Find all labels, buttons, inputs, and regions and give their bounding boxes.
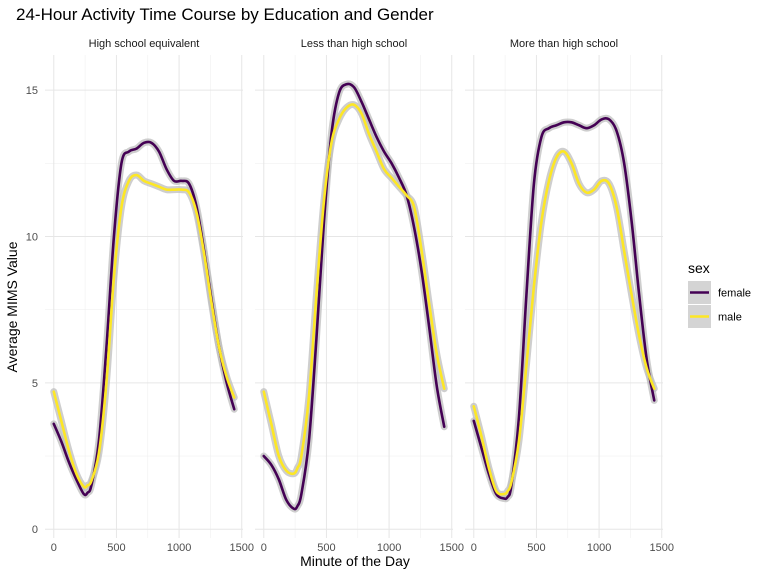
legend-label-female: female bbox=[718, 288, 751, 300]
confidence-band-female bbox=[260, 80, 448, 513]
series-line-male bbox=[262, 103, 446, 476]
major-gridlines bbox=[255, 55, 453, 538]
minor-gridlines bbox=[465, 55, 663, 538]
chart-title: 24-Hour Activity Time Course by Educatio… bbox=[16, 5, 434, 24]
facet-strip-label: More than high school bbox=[510, 38, 618, 50]
x-tick-label: 0 bbox=[51, 542, 57, 554]
x-tick-label: 500 bbox=[527, 542, 545, 554]
y-tick-label: 15 bbox=[26, 85, 38, 97]
series-line-male bbox=[52, 173, 236, 489]
minor-gridlines bbox=[255, 55, 453, 538]
x-tick-label: 1000 bbox=[377, 542, 401, 554]
x-tick-label: 1500 bbox=[650, 542, 674, 554]
y-tick-label: 5 bbox=[32, 378, 38, 390]
major-gridlines bbox=[45, 55, 243, 538]
series-line-female bbox=[52, 140, 236, 497]
legend-title: sex bbox=[688, 260, 710, 276]
y-axis-label: Average MIMS Value bbox=[4, 241, 20, 372]
legend-label-male: male bbox=[718, 312, 742, 324]
x-tick-label: 500 bbox=[107, 542, 125, 554]
series-line-female bbox=[472, 116, 656, 501]
facet-panel: High school equivalent 0 500 1000 1500 0 5 10 15 bbox=[26, 38, 254, 554]
confidence-band-female bbox=[50, 138, 238, 499]
x-tick-label: 1500 bbox=[230, 542, 254, 554]
confidence-band-male bbox=[260, 100, 448, 478]
legend-key-female bbox=[688, 281, 711, 304]
x-tick-label: 1000 bbox=[167, 542, 191, 554]
series-line-female bbox=[262, 82, 446, 511]
x-tick-label: 500 bbox=[317, 542, 335, 554]
facet-strip-label: Less than high school bbox=[301, 38, 407, 50]
x-tick-label: 1500 bbox=[440, 542, 464, 554]
y-tick-label: 0 bbox=[32, 524, 38, 536]
legend: sex female male bbox=[688, 260, 751, 328]
series-line-male bbox=[472, 150, 656, 496]
facet-panel: Less than high school 0 500 1000 1500 bbox=[255, 38, 464, 554]
facet-panel: More than high school 0 500 1000 1500 bbox=[465, 38, 674, 554]
x-axis-label: Minute of the Day bbox=[300, 553, 410, 569]
legend-key-male bbox=[688, 305, 711, 328]
facet-strip-label: High school equivalent bbox=[89, 38, 200, 50]
x-tick-label: 0 bbox=[471, 542, 477, 554]
confidence-band-male bbox=[50, 171, 238, 491]
x-tick-label: 0 bbox=[261, 542, 267, 554]
x-tick-label: 1000 bbox=[587, 542, 611, 554]
y-tick-label: 10 bbox=[26, 231, 38, 243]
